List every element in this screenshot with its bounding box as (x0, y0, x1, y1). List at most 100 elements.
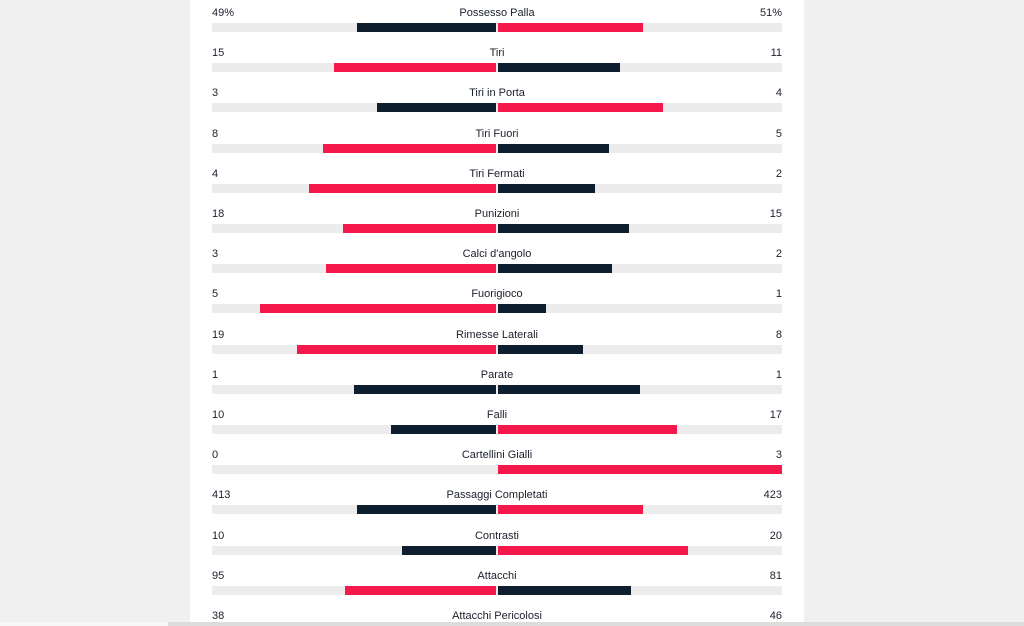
stat-home-value: 38 (212, 610, 225, 622)
stat-row: 19 Rimesse Laterali 8 (212, 322, 782, 362)
stat-bar-home (402, 545, 496, 555)
stat-label: Calci d'angolo (462, 248, 532, 261)
stat-away-value: 15 (769, 208, 782, 220)
stat-home-value: 1 (212, 368, 219, 381)
stat-bar-away (498, 224, 629, 233)
stat-bar-away (498, 304, 546, 314)
stat-bar-away (498, 425, 677, 434)
stat-home-value: 15 (212, 47, 225, 60)
stat-bar-home (377, 103, 496, 113)
stat-bar-home (357, 505, 496, 515)
horizontal-scrollbar[interactable] (0, 622, 1024, 626)
stat-home-value: 8 (212, 127, 219, 140)
stat-row: 3 Tiri in Porta 4 (212, 80, 782, 120)
stat-label: Rimesse Laterali (456, 328, 538, 341)
stat-label: Tiri (489, 47, 505, 60)
stat-label: Fuorigioco (471, 288, 523, 301)
stat-home-value: 3 (212, 248, 219, 261)
stat-away-value: 81 (769, 569, 782, 582)
stat-home-value: 0 (212, 449, 219, 462)
stat-row: 0 Cartellini Gialli 3 (212, 442, 782, 482)
stat-row: 18 Punizioni 15 (212, 201, 782, 241)
stat-bar-track (212, 23, 782, 32)
stat-home-value: 4 (212, 167, 219, 180)
stat-bar-track (212, 63, 782, 73)
stat-away-value: 4 (775, 87, 782, 100)
stat-bar-track (212, 585, 782, 595)
stat-bar-away (498, 384, 640, 394)
stat-bar-home (334, 63, 496, 73)
stat-bar-track (212, 143, 782, 153)
stat-label: Passaggi Completati (446, 489, 548, 502)
stat-row: 38 Attacchi Pericolosi 46 (212, 603, 782, 626)
stat-row: 413 Passaggi Completati 423 (212, 482, 782, 522)
stat-home-value: 5 (212, 288, 219, 301)
stat-bar-track (212, 304, 782, 314)
stat-bar-track (212, 465, 782, 475)
stat-label: Cartellini Gialli (461, 449, 533, 462)
stat-label: Contrasti (474, 529, 520, 542)
stat-away-value: 17 (769, 409, 782, 421)
stat-away-value: 8 (775, 328, 782, 341)
stat-bar-track (212, 425, 782, 434)
stat-bar-track (212, 344, 782, 354)
stat-away-value: 51% (759, 7, 782, 19)
stat-away-value: 2 (775, 167, 782, 180)
stat-bar-track (212, 505, 782, 515)
stat-bar-home (345, 585, 496, 595)
stat-away-value: 1 (775, 288, 782, 301)
stat-away-value: 423 (763, 489, 782, 502)
stat-bar-away (498, 63, 620, 73)
stat-row: 1 Parate 1 (212, 362, 782, 402)
stat-home-value: 95 (212, 569, 225, 582)
stat-bar-home (297, 344, 496, 354)
stat-row: 49% Possesso Palla 51% (212, 0, 782, 40)
stat-bar-away (498, 344, 583, 354)
stat-row: 3 Calci d'angolo 2 (212, 241, 782, 281)
stat-row: 4 Tiri Fermati 2 (212, 161, 782, 201)
stat-bar-away (498, 264, 612, 274)
stat-bar-track (212, 183, 782, 193)
stat-bar-home (357, 23, 496, 32)
stat-bar-track (212, 545, 782, 555)
stat-label: Falli (486, 409, 508, 421)
stat-row: 10 Contrasti 20 (212, 523, 782, 563)
match-stats-panel: 49% Possesso Palla 51% 15 Tiri 11 3 Tiri in Por… (190, 0, 804, 626)
stat-bar-away (498, 23, 643, 32)
stat-bar-away (498, 545, 688, 555)
stat-row: 5 Fuorigioco 1 (212, 281, 782, 321)
stat-bar-track (212, 224, 782, 233)
stat-home-value: 49% (212, 7, 235, 19)
stat-bar-home (326, 264, 496, 274)
stat-away-value: 11 (770, 47, 782, 60)
stat-bar-away (498, 585, 631, 595)
stat-away-value: 20 (769, 529, 782, 542)
stat-home-value: 3 (212, 87, 219, 100)
stat-bar-home (343, 224, 496, 233)
stat-home-value: 10 (212, 529, 225, 542)
stat-label: Parate (480, 368, 514, 381)
stat-bar-away (498, 103, 663, 113)
stat-bar-track (212, 103, 782, 113)
stat-bar-home (309, 183, 496, 193)
stat-label: Tiri Fermati (469, 167, 525, 180)
stat-label: Punizioni (474, 208, 520, 220)
stat-away-value: 3 (775, 449, 782, 462)
stat-bar-away (498, 183, 595, 193)
stat-away-value: 5 (775, 127, 782, 140)
stat-away-value: 1 (775, 368, 782, 381)
stat-bar-away (498, 505, 643, 515)
stat-bar-home (391, 425, 496, 434)
stat-label: Attacchi (477, 569, 517, 582)
scrollbar-thumb[interactable] (0, 622, 168, 626)
stat-home-value: 19 (212, 328, 225, 341)
stat-label: Tiri in Porta (469, 87, 525, 100)
stat-row: 10 Falli 17 (212, 402, 782, 442)
stat-bar-away (498, 465, 782, 475)
stat-home-value: 413 (212, 489, 231, 502)
stat-away-value: 2 (775, 248, 782, 261)
stat-home-value: 10 (212, 409, 225, 421)
stat-away-value: 46 (769, 610, 782, 622)
stat-bar-home (354, 384, 496, 394)
stat-label: Possesso Palla (459, 7, 535, 19)
